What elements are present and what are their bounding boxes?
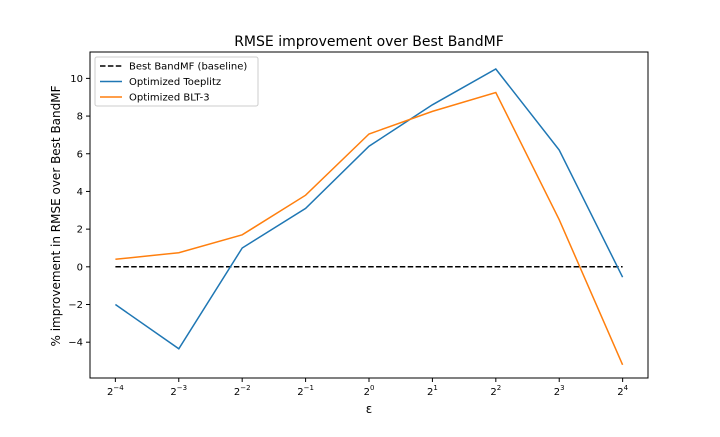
x-tick-label: 22 <box>490 384 501 398</box>
y-tick-label: −2 <box>68 300 83 311</box>
x-tick-label: 2−3 <box>170 384 187 398</box>
x-tick-label: 21 <box>427 384 438 398</box>
x-tick-label: 2−2 <box>234 384 251 398</box>
legend-label-2: Optimized BLT-3 <box>129 93 210 104</box>
x-tick-label: 2−4 <box>107 384 124 398</box>
legend-label-1: Optimized Toeplitz <box>129 77 221 88</box>
y-tick-label: 0 <box>77 262 83 273</box>
x-tick-label: 2−1 <box>297 384 314 398</box>
y-axis-label: % improvement in RMSE over Best BandMF <box>49 85 63 346</box>
x-tick-label: 23 <box>554 384 565 398</box>
x-tick-label: 20 <box>364 384 375 398</box>
x-axis-label: ε <box>366 402 373 416</box>
x-tick-label: 24 <box>617 384 628 398</box>
legend-box <box>94 56 259 107</box>
legend-label-0: Best BandMF (baseline) <box>129 62 247 73</box>
plot-area <box>114 68 624 366</box>
y-tick-label: 4 <box>77 187 83 198</box>
series-line-2 <box>115 91 624 366</box>
y-tick-label: 2 <box>77 225 83 236</box>
series-line-1 <box>114 68 624 350</box>
y-tick-label: −4 <box>68 338 83 349</box>
chart-title: RMSE improvement over Best BandMF <box>234 34 504 50</box>
legend: Best BandMF (baseline) Optimized Toeplitz… <box>94 56 259 107</box>
y-tick-label: 8 <box>77 112 83 123</box>
y-tick-label: 10 <box>70 74 83 85</box>
y-tick-label: 6 <box>77 149 83 160</box>
